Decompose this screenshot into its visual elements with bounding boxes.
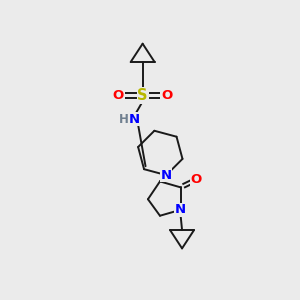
- Text: N: N: [175, 203, 186, 216]
- Text: N: N: [129, 112, 140, 126]
- Text: O: O: [161, 89, 172, 102]
- Text: S: S: [137, 88, 148, 103]
- Text: O: O: [113, 89, 124, 102]
- Text: O: O: [190, 173, 202, 187]
- Text: N: N: [161, 169, 172, 182]
- Text: H: H: [118, 112, 128, 126]
